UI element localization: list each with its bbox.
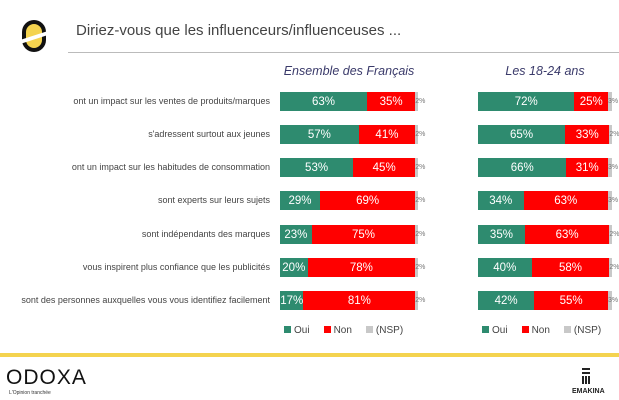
bar-oui: 72% xyxy=(478,92,575,111)
bar-oui: 20% xyxy=(280,258,308,277)
legend-item: Oui xyxy=(482,325,508,336)
legend-label: Non xyxy=(531,325,550,336)
legend-swatch xyxy=(482,326,489,333)
legend-swatch xyxy=(365,326,373,333)
bar-non: 25% xyxy=(574,92,608,111)
legend-swatch xyxy=(323,326,331,333)
emakina-logo-icon xyxy=(582,368,590,389)
bar-non: 31% xyxy=(566,158,608,177)
bar-oui: 42% xyxy=(478,291,535,310)
bar-oui: 35% xyxy=(478,225,525,244)
bar-oui: 65% xyxy=(478,125,566,144)
category-label: sont experts sur leurs sujets xyxy=(157,195,270,205)
legend: Oui Non (NSP) xyxy=(284,325,403,336)
odoxa-emblem-logo xyxy=(20,16,48,61)
bar-nsp: 2% xyxy=(415,225,425,244)
legend: Oui Non (NSP) xyxy=(482,325,601,336)
bar-oui: 23% xyxy=(280,225,312,244)
legend-label: Oui xyxy=(294,325,310,336)
bar-non: 63% xyxy=(523,191,608,210)
bar-non: 45% xyxy=(353,158,416,177)
bar-nsp: 3% xyxy=(607,291,618,310)
legend-label: (NSP) xyxy=(573,325,602,336)
legend-label: Oui xyxy=(492,325,508,336)
legend-item: Non xyxy=(521,325,550,336)
emakina-logo: EMAKINA xyxy=(572,388,605,395)
legend-label: Non xyxy=(333,325,352,336)
bar-oui: 57% xyxy=(280,125,359,144)
bar-oui: 53% xyxy=(280,158,354,177)
bar-non: 41% xyxy=(358,125,416,144)
bar-oui: 17% xyxy=(280,291,304,310)
legend-swatch xyxy=(563,326,571,333)
bar-non: 55% xyxy=(534,291,608,310)
bar-oui: 40% xyxy=(478,258,532,277)
bar-nsp: 3% xyxy=(607,158,618,177)
odoxa-logo: ODOXA xyxy=(6,366,87,389)
legend-item: Non xyxy=(323,325,352,336)
bar-nsp: 2% xyxy=(415,125,425,144)
legend-item: Oui xyxy=(284,325,310,336)
bar-oui: 63% xyxy=(280,92,367,111)
odoxa-tagline: L'Opinion tranchée xyxy=(9,390,51,396)
page-title: Diriez-vous que les influenceurs/influen… xyxy=(76,22,402,39)
legend-item: (NSP) xyxy=(365,325,404,336)
bar-nsp: 2% xyxy=(609,225,619,244)
bar-non: 33% xyxy=(565,125,610,144)
bar-non: 75% xyxy=(311,225,416,244)
panel-title: Ensemble des Français xyxy=(283,64,415,78)
bar-nsp: 2% xyxy=(609,125,619,144)
bar-non: 81% xyxy=(303,291,416,310)
bar-nsp: 3% xyxy=(607,92,618,111)
bar-oui: 34% xyxy=(478,191,524,210)
bar-non: 78% xyxy=(307,258,416,277)
bar-nsp: 2% xyxy=(415,191,425,210)
panel-title: Les 18-24 ans xyxy=(505,64,585,78)
bar-oui: 66% xyxy=(478,158,567,177)
bar-nsp: 2% xyxy=(415,92,425,111)
bar-oui: 29% xyxy=(280,191,321,210)
legend-label: (NSP) xyxy=(375,325,404,336)
bar-non: 35% xyxy=(366,92,416,111)
bar-nsp: 2% xyxy=(415,158,425,177)
title-divider xyxy=(68,52,619,53)
legend-swatch xyxy=(521,326,529,333)
bar-nsp: 2% xyxy=(415,291,425,310)
legend-item: (NSP) xyxy=(563,325,602,336)
category-label: ont un impact sur les ventes de produits… xyxy=(73,96,270,106)
category-label: ont un impact sur les habitudes de conso… xyxy=(71,162,270,172)
category-label: s'adressent surtout aux jeunes xyxy=(148,129,270,139)
footer-divider xyxy=(0,353,619,357)
bar-nsp: 3% xyxy=(607,191,618,210)
bar-non: 63% xyxy=(524,225,610,244)
bar-non: 69% xyxy=(320,191,416,210)
bar-nsp: 2% xyxy=(415,258,425,277)
category-label: sont des personnes auxquelles vous vous … xyxy=(21,295,270,305)
category-label: vous inspirent plus confiance que les pu… xyxy=(82,262,270,272)
bar-nsp: 2% xyxy=(609,258,619,277)
bar-non: 58% xyxy=(531,258,610,277)
legend-swatch xyxy=(284,326,291,333)
category-label: sont indépendants des marques xyxy=(141,229,270,239)
